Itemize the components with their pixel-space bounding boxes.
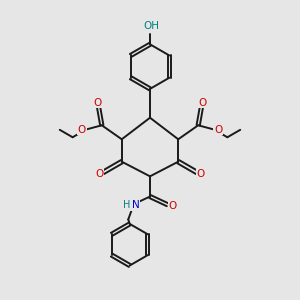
Text: O: O xyxy=(214,124,222,134)
Text: O: O xyxy=(95,169,103,179)
Text: O: O xyxy=(93,98,101,108)
Text: O: O xyxy=(78,124,86,134)
Text: O: O xyxy=(168,202,177,212)
Text: N: N xyxy=(132,200,140,210)
Text: O: O xyxy=(197,169,205,179)
Text: O: O xyxy=(199,98,207,108)
Text: H: H xyxy=(123,200,131,210)
Text: OH: OH xyxy=(143,22,160,32)
